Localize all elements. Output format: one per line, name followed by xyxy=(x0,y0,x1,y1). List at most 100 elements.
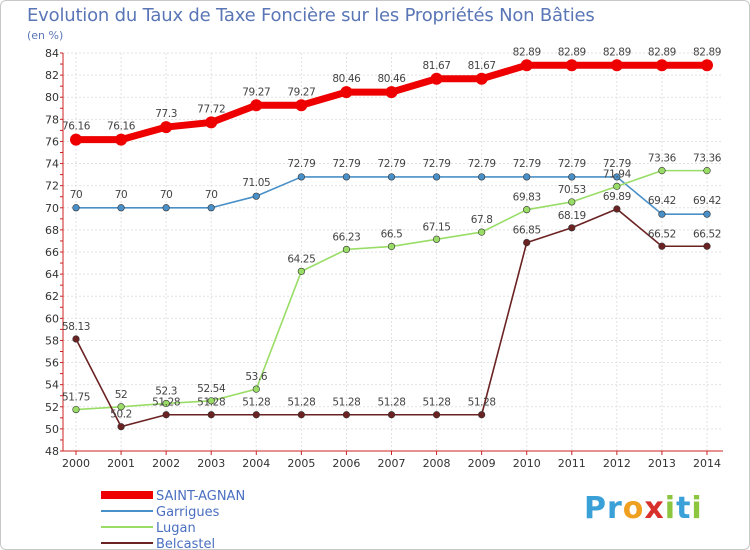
data-point-lugan xyxy=(297,267,305,275)
data-label-lugan: 66.5 xyxy=(381,228,403,240)
x-tick-label: 2005 xyxy=(287,457,315,470)
data-point-saint-agnan xyxy=(430,72,443,85)
data-label-lugan: 73.36 xyxy=(693,153,722,165)
y-tick-label: 66 xyxy=(45,246,59,259)
y-tick-label: 78 xyxy=(45,113,59,126)
proxiti-logo: Proxiti xyxy=(584,491,703,526)
data-label-garrigues: 70 xyxy=(70,189,83,201)
logo-letter: t xyxy=(676,491,692,526)
data-label-lugan: 52.3 xyxy=(155,385,177,397)
x-tick-label: 2014 xyxy=(693,457,721,470)
data-point-saint-agnan xyxy=(655,59,668,72)
data-label-lugan: 52 xyxy=(115,389,128,401)
x-tick-label: 2001 xyxy=(107,457,135,470)
data-point-belcastel xyxy=(568,224,576,232)
logo-letter: i xyxy=(664,491,677,526)
data-label-lugan: 66.23 xyxy=(332,231,360,243)
data-label-garrigues: 72.79 xyxy=(423,158,451,170)
y-tick-label: 62 xyxy=(45,290,59,303)
data-point-lugan xyxy=(162,399,170,408)
x-tick-label: 2013 xyxy=(648,457,676,470)
data-label-garrigues: 72.79 xyxy=(603,158,631,170)
data-point-garrigues xyxy=(613,173,621,181)
data-point-garrigues xyxy=(207,204,215,212)
logo-letter: i xyxy=(691,491,703,526)
data-point-belcastel xyxy=(117,423,125,431)
data-label-belcastel: 68.19 xyxy=(558,210,586,222)
y-tick-label: 60 xyxy=(45,312,59,325)
y-tick-label: 84 xyxy=(45,47,59,60)
data-label-lugan: 51.75 xyxy=(62,392,90,404)
data-label-garrigues: 72.79 xyxy=(377,158,405,170)
data-point-garrigues xyxy=(478,173,486,181)
data-label-saint-agnan: 81.67 xyxy=(468,60,496,72)
data-point-lugan xyxy=(658,167,666,175)
data-point-lugan xyxy=(387,242,396,251)
data-point-garrigues xyxy=(252,192,260,200)
data-label-belcastel: 66.52 xyxy=(648,228,676,240)
data-point-belcastel xyxy=(387,411,396,419)
x-tick-label: 2008 xyxy=(423,457,451,470)
data-point-lugan xyxy=(523,206,531,214)
data-point-belcastel xyxy=(342,411,351,419)
data-label-belcastel: 51.28 xyxy=(423,397,451,409)
legend-label-garrigues: Garrigues xyxy=(156,505,220,520)
data-point-lugan xyxy=(703,167,711,175)
data-label-saint-agnan: 77.72 xyxy=(197,103,225,115)
legend-label-lugan: Lugan xyxy=(156,521,196,536)
data-point-garrigues xyxy=(72,204,80,212)
data-label-saint-agnan: 80.46 xyxy=(332,73,361,85)
data-point-garrigues xyxy=(387,173,396,181)
data-label-garrigues: 70 xyxy=(160,189,173,201)
data-point-belcastel xyxy=(252,411,260,419)
data-point-belcastel xyxy=(297,411,305,419)
data-label-lugan: 67.15 xyxy=(423,221,451,233)
logo-letter: r xyxy=(607,491,623,526)
data-point-garrigues xyxy=(342,173,351,181)
logo-letter: o xyxy=(622,491,645,526)
x-tick-label: 2010 xyxy=(513,457,541,470)
data-point-saint-agnan xyxy=(70,133,82,146)
y-tick-label: 68 xyxy=(45,224,59,237)
data-label-saint-agnan: 82.89 xyxy=(558,46,586,58)
chart-subtitle: (en %) xyxy=(27,29,64,42)
y-tick-label: 72 xyxy=(45,180,59,193)
data-label-belcastel: 51.28 xyxy=(152,397,180,409)
x-tick-label: 2009 xyxy=(468,457,496,470)
data-label-belcastel: 58.13 xyxy=(62,321,90,333)
data-point-lugan xyxy=(432,235,441,243)
data-point-saint-agnan xyxy=(160,121,173,134)
data-point-saint-agnan xyxy=(475,72,488,85)
data-point-lugan xyxy=(342,245,351,254)
data-point-saint-agnan xyxy=(385,86,398,99)
data-label-saint-agnan: 77.3 xyxy=(155,108,177,120)
data-label-saint-agnan: 82.89 xyxy=(513,46,541,58)
data-point-saint-agnan xyxy=(610,59,623,72)
y-tick-label: 64 xyxy=(45,268,59,281)
x-tick-label: 2004 xyxy=(242,457,270,470)
data-point-saint-agnan xyxy=(295,99,308,112)
data-point-belcastel xyxy=(658,242,666,250)
data-point-saint-agnan xyxy=(701,59,713,72)
data-label-belcastel: 69.89 xyxy=(603,191,631,203)
data-label-garrigues: 70 xyxy=(205,189,218,201)
logo-letter: x xyxy=(644,491,665,526)
data-point-garrigues xyxy=(523,173,531,181)
data-point-garrigues xyxy=(297,173,305,181)
data-label-saint-agnan: 82.89 xyxy=(693,46,721,58)
data-point-belcastel xyxy=(162,411,170,419)
data-point-garrigues xyxy=(432,173,441,181)
data-point-belcastel xyxy=(432,411,441,419)
data-point-lugan xyxy=(117,403,125,411)
y-tick-label: 74 xyxy=(45,158,59,171)
data-label-lugan: 64.25 xyxy=(287,253,315,265)
y-tick-label: 50 xyxy=(45,423,59,436)
y-tick-label: 82 xyxy=(45,69,59,82)
data-point-lugan xyxy=(478,228,486,236)
data-label-lugan: 69.83 xyxy=(513,192,541,204)
data-point-belcastel xyxy=(703,242,711,250)
data-label-saint-agnan: 79.27 xyxy=(242,86,270,98)
data-label-garrigues: 72.79 xyxy=(287,158,315,170)
data-label-saint-agnan: 82.89 xyxy=(648,46,676,58)
y-tick-label: 58 xyxy=(45,334,59,347)
